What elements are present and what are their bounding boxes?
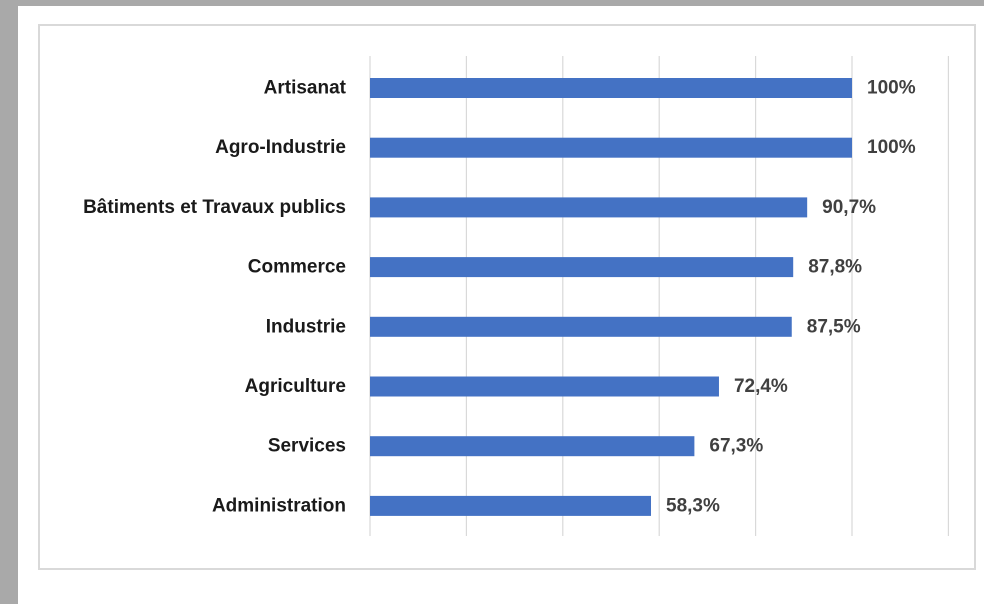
value-label: 90,7% <box>822 197 876 218</box>
category-label: Agriculture <box>245 376 346 397</box>
value-label: 72,4% <box>734 376 788 397</box>
value-label: 100% <box>867 137 916 158</box>
chart-card <box>38 24 976 570</box>
bar <box>370 376 719 397</box>
category-label: Commerce <box>248 257 346 278</box>
value-label: 87,8% <box>808 257 862 278</box>
bar <box>370 495 652 516</box>
value-label: 58,3% <box>666 495 720 516</box>
bar <box>370 197 808 218</box>
bar <box>370 78 852 98</box>
category-label: Industrie <box>266 316 346 337</box>
value-label: 67,3% <box>709 436 763 457</box>
category-label: Artisanat <box>264 78 347 99</box>
category-label: Administration <box>212 495 346 516</box>
category-label: Agro-Industrie <box>215 137 346 158</box>
bar <box>370 257 794 278</box>
category-label: Bâtiments et Travaux publics <box>83 197 346 218</box>
bar <box>370 316 792 337</box>
category-label: Services <box>268 436 346 457</box>
value-label: 100% <box>867 78 916 99</box>
value-label: 87,5% <box>807 316 861 337</box>
bar <box>370 436 695 457</box>
bar <box>370 137 852 158</box>
